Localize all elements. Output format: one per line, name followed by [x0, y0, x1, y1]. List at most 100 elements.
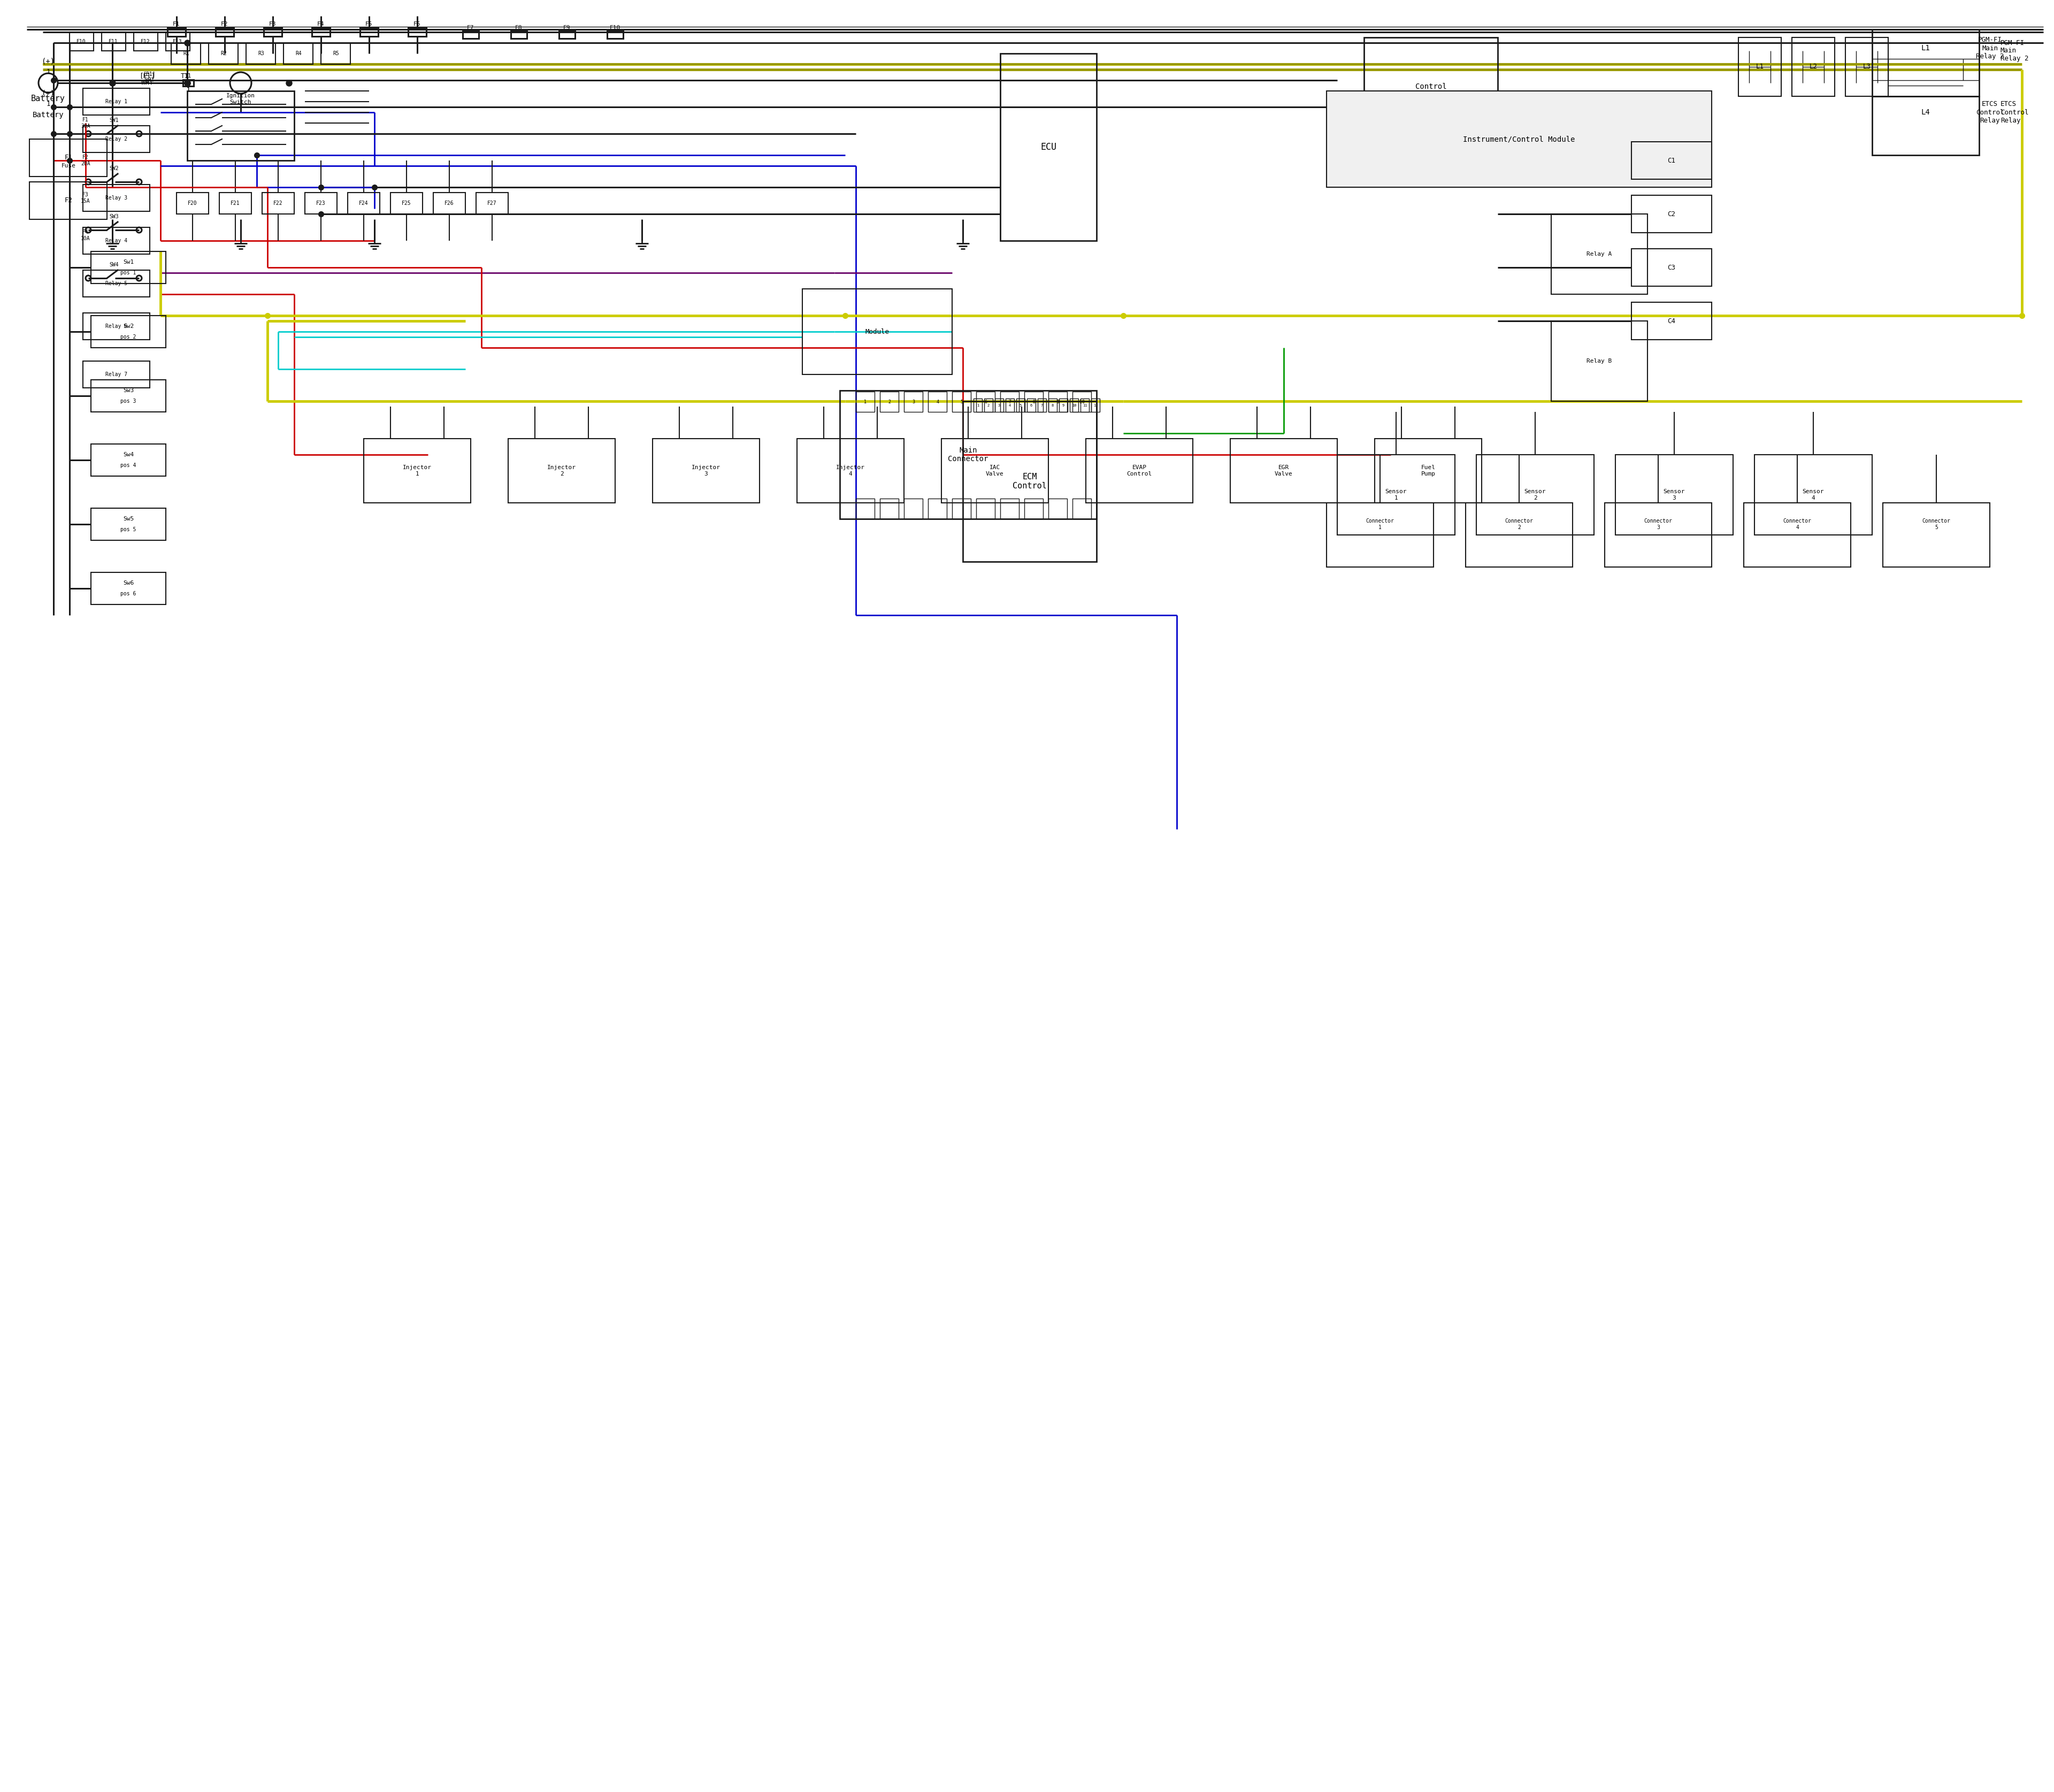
Text: F12: F12: [142, 39, 150, 45]
Bar: [177, 192, 210, 213]
Bar: [1060, 398, 1068, 412]
Text: Connector
4: Connector 4: [1783, 518, 1812, 530]
Text: F2
20A: F2 20A: [80, 154, 90, 167]
Text: 9: 9: [1062, 403, 1064, 407]
Bar: [1025, 498, 1043, 520]
Bar: [1000, 498, 1019, 520]
Bar: [70, 32, 94, 50]
Text: Injector
3: Injector 3: [692, 464, 721, 477]
Bar: [1080, 398, 1089, 412]
Bar: [82, 271, 150, 297]
Text: Main
Connector: Main Connector: [949, 446, 988, 462]
Bar: [941, 439, 1048, 504]
Bar: [29, 181, 107, 219]
Bar: [1871, 29, 1980, 97]
Text: Sensor
3: Sensor 3: [1664, 489, 1684, 500]
Text: 2: 2: [887, 400, 891, 405]
Bar: [1754, 455, 1871, 536]
Text: ETCS: ETCS: [2001, 100, 2017, 108]
Text: C4: C4: [1668, 317, 1676, 324]
Text: Connector
2: Connector 2: [1506, 518, 1532, 530]
Bar: [1631, 142, 1711, 179]
Text: 7: 7: [1041, 403, 1043, 407]
Text: R4: R4: [296, 50, 302, 56]
Text: 8: 8: [1052, 403, 1054, 407]
Text: Sw1: Sw1: [123, 260, 134, 265]
Text: Relay 2: Relay 2: [1976, 52, 2005, 59]
Text: L3: L3: [1863, 63, 1871, 70]
Bar: [1871, 97, 1980, 156]
Text: Sw4: Sw4: [123, 452, 134, 457]
Bar: [1017, 398, 1025, 412]
Text: 4: 4: [937, 400, 939, 405]
Bar: [216, 29, 234, 36]
Text: Injector
2: Injector 2: [546, 464, 575, 477]
Text: Relay 1: Relay 1: [105, 99, 127, 104]
Bar: [1631, 249, 1711, 287]
Text: F24: F24: [359, 201, 368, 206]
Text: L1: L1: [1756, 63, 1764, 70]
Bar: [1337, 455, 1454, 536]
Bar: [1006, 398, 1015, 412]
Text: 1: 1: [865, 400, 867, 405]
Text: L2: L2: [1810, 63, 1818, 70]
Text: 1: 1: [976, 403, 980, 407]
Text: R3: R3: [259, 50, 265, 56]
Bar: [904, 392, 922, 412]
Text: Control: Control: [2001, 109, 2029, 116]
Text: Control
Module: Control Module: [1415, 82, 1446, 99]
Bar: [90, 572, 166, 604]
Bar: [1467, 504, 1573, 566]
Text: Fuse: Fuse: [62, 163, 76, 168]
Text: F22: F22: [273, 201, 283, 206]
Bar: [246, 43, 275, 65]
Text: pos 5: pos 5: [121, 527, 136, 532]
Text: F9: F9: [563, 25, 571, 30]
Bar: [1477, 455, 1594, 536]
Bar: [1230, 439, 1337, 504]
Text: (+): (+): [41, 90, 55, 97]
Text: F1: F1: [64, 154, 72, 161]
Text: Relay: Relay: [2001, 116, 2021, 124]
Text: F21: F21: [230, 201, 240, 206]
Bar: [1091, 398, 1099, 412]
Bar: [220, 192, 251, 213]
Bar: [210, 43, 238, 65]
Text: F10: F10: [610, 25, 620, 30]
Bar: [1000, 392, 1019, 412]
Bar: [364, 439, 470, 504]
Text: Sw2: Sw2: [123, 324, 134, 330]
Text: T1: T1: [181, 72, 189, 79]
Bar: [90, 380, 166, 412]
Text: 11: 11: [1082, 403, 1087, 407]
Text: 5: 5: [961, 400, 963, 405]
Text: IAC
Valve: IAC Valve: [986, 464, 1004, 477]
Text: pos 2: pos 2: [121, 335, 136, 340]
Text: 1: 1: [45, 68, 49, 75]
Text: C3: C3: [1668, 263, 1676, 271]
Text: 5: 5: [1019, 403, 1021, 407]
Bar: [90, 251, 166, 283]
Text: F7: F7: [466, 25, 474, 30]
Bar: [347, 192, 380, 213]
Text: L4: L4: [1920, 109, 1931, 116]
Bar: [433, 192, 466, 213]
Text: F10: F10: [76, 39, 86, 45]
Text: L1: L1: [1920, 45, 1931, 52]
Text: 1: 1: [187, 88, 191, 93]
Bar: [1327, 91, 1711, 186]
Text: pos 4: pos 4: [121, 462, 136, 468]
Text: Injector
4: Injector 4: [836, 464, 865, 477]
Text: R2: R2: [220, 50, 226, 56]
Text: C1: C1: [1668, 158, 1676, 163]
Bar: [1604, 504, 1711, 566]
Text: R1: R1: [183, 50, 189, 56]
Text: F23: F23: [316, 201, 327, 206]
Bar: [1631, 303, 1711, 340]
Bar: [803, 289, 953, 375]
Text: Sensor
1: Sensor 1: [1384, 489, 1407, 500]
Text: Sensor
4: Sensor 4: [1803, 489, 1824, 500]
Text: SW3: SW3: [109, 213, 119, 219]
Text: T1: T1: [185, 73, 191, 79]
Bar: [857, 498, 875, 520]
